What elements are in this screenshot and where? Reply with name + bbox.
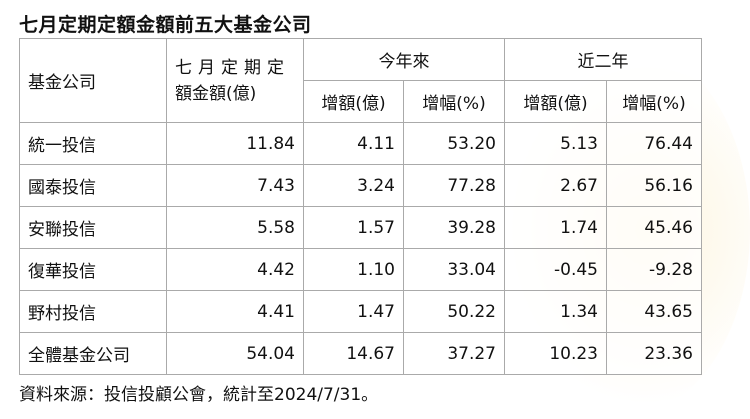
cell-ytd-growth: 33.04 — [403, 248, 505, 291]
cell-amount: 5.58 — [166, 206, 304, 249]
cell-ytd-increase: 1.10 — [303, 248, 404, 291]
cell-company: 統一投信 — [19, 122, 167, 165]
source-note: 資料來源：投信投顧公會，統計至2024/7/31。 — [19, 385, 379, 405]
cell-amount: 7.43 — [166, 164, 304, 207]
header-company: 基金公司 — [19, 38, 167, 123]
cell-amount: 54.04 — [166, 332, 304, 375]
header-two-years-growth: 增幅(%) — [606, 80, 702, 123]
cell-two-years-growth: 43.65 — [606, 290, 702, 333]
cell-two-years-growth: 45.46 — [606, 206, 702, 249]
cell-two-years-increase: 1.74 — [504, 206, 607, 249]
cell-two-years-increase: 2.67 — [504, 164, 607, 207]
page-title: 七月定期定額金額前五大基金公司 — [19, 14, 312, 36]
header-amount-line1: 七月定期定 — [175, 57, 290, 78]
cell-ytd-growth: 37.27 — [403, 332, 505, 375]
cell-ytd-increase: 14.67 — [303, 332, 404, 375]
table-row: 復華投信 4.42 1.10 33.04 -0.45 -9.28 — [19, 248, 702, 291]
header-two-years-increase: 增額(億) — [504, 80, 607, 123]
cell-two-years-growth: 76.44 — [606, 122, 702, 165]
fund-table: 基金公司 七月定期定 額金額(億) 今年來 近二年 增額(億) 增幅(%) 增額… — [19, 38, 702, 375]
table-row: 統一投信 11.84 4.11 53.20 5.13 76.44 — [19, 122, 702, 165]
cell-ytd-growth: 50.22 — [403, 290, 505, 333]
cell-two-years-increase: -0.45 — [504, 248, 607, 291]
cell-company: 國泰投信 — [19, 164, 167, 207]
cell-ytd-increase: 1.57 — [303, 206, 404, 249]
cell-ytd-growth: 77.28 — [403, 164, 505, 207]
table-row: 國泰投信 7.43 3.24 77.28 2.67 56.16 — [19, 164, 702, 207]
header-two-years: 近二年 — [504, 38, 702, 81]
header-row: 基金公司 七月定期定 額金額(億) 今年來 近二年 — [19, 38, 702, 123]
table-row: 野村投信 4.41 1.47 50.22 1.34 43.65 — [19, 290, 702, 333]
cell-ytd-growth: 39.28 — [403, 206, 505, 249]
header-amount: 七月定期定 額金額(億) — [166, 38, 304, 123]
header-ytd-increase: 增額(億) — [303, 80, 404, 123]
cell-company: 野村投信 — [19, 290, 167, 333]
cell-two-years-increase: 5.13 — [504, 122, 607, 165]
cell-company: 全體基金公司 — [19, 332, 167, 375]
cell-amount: 11.84 — [166, 122, 304, 165]
table-row: 全體基金公司 54.04 14.67 37.27 10.23 23.36 — [19, 332, 702, 375]
cell-two-years-increase: 10.23 — [504, 332, 607, 375]
cell-ytd-growth: 53.20 — [403, 122, 505, 165]
cell-company: 復華投信 — [19, 248, 167, 291]
header-ytd-growth: 增幅(%) — [403, 80, 505, 123]
cell-two-years-growth: -9.28 — [606, 248, 702, 291]
cell-ytd-increase: 4.11 — [303, 122, 404, 165]
cell-two-years-growth: 23.36 — [606, 332, 702, 375]
cell-two-years-growth: 56.16 — [606, 164, 702, 207]
cell-company: 安聯投信 — [19, 206, 167, 249]
table-row: 安聯投信 5.58 1.57 39.28 1.74 45.46 — [19, 206, 702, 249]
cell-two-years-increase: 1.34 — [504, 290, 607, 333]
subheader-row: 增額(億) 增幅(%) 增額(億) 增幅(%) — [20, 80, 702, 123]
header-ytd: 今年來 — [303, 38, 505, 81]
header-amount-line2: 額金額(億) — [175, 83, 257, 104]
cell-ytd-increase: 3.24 — [303, 164, 404, 207]
cell-ytd-increase: 1.47 — [303, 290, 404, 333]
cell-amount: 4.41 — [166, 290, 304, 333]
cell-amount: 4.42 — [166, 248, 304, 291]
